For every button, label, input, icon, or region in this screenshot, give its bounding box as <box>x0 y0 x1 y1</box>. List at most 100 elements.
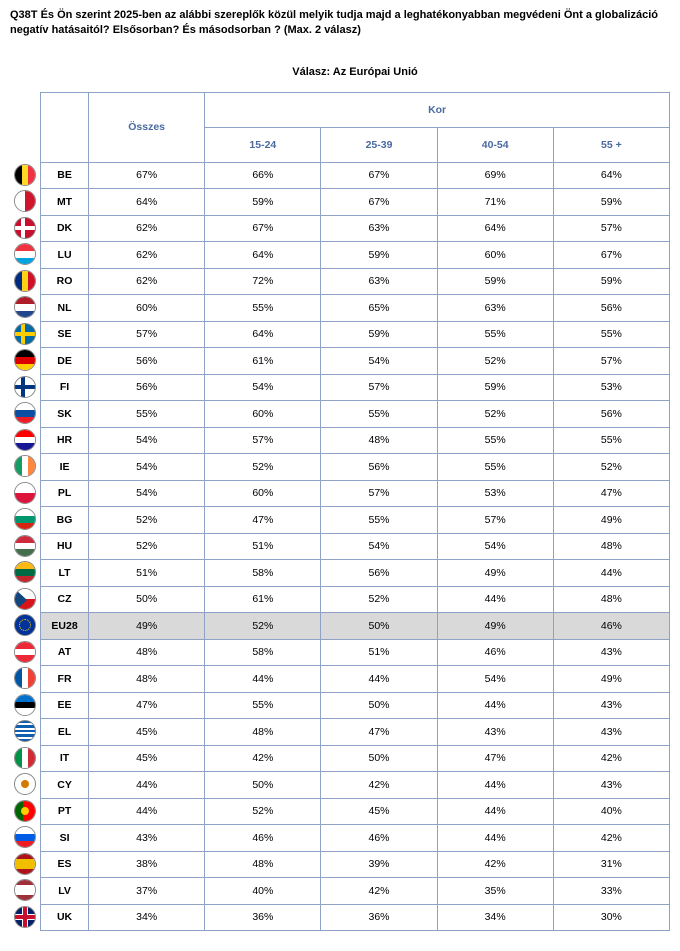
data-cell: 55% <box>437 427 553 454</box>
data-cell: 36% <box>205 904 321 931</box>
data-cell: 67% <box>321 189 437 216</box>
header-total: Összes <box>89 92 205 162</box>
data-cell: 59% <box>205 189 321 216</box>
data-cell: 44% <box>437 692 553 719</box>
data-cell: 57% <box>553 348 669 375</box>
table-row: NL60%55%65%63%56% <box>41 295 670 322</box>
table-row: CZ50%61%52%44%48% <box>41 586 670 613</box>
table-row: SK55%60%55%52%56% <box>41 401 670 428</box>
data-cell: 46% <box>321 825 437 852</box>
table-row: EL45%48%47%43%43% <box>41 719 670 746</box>
data-cell: 52% <box>205 454 321 481</box>
flag-pl <box>10 480 40 507</box>
data-cell: 59% <box>321 242 437 269</box>
data-cell: 39% <box>321 851 437 878</box>
country-code: MT <box>41 189 89 216</box>
data-cell: 30% <box>553 904 669 931</box>
country-code: PL <box>41 480 89 507</box>
country-code: RO <box>41 268 89 295</box>
table-row: UK34%36%36%34%30% <box>41 904 670 931</box>
data-cell: 54% <box>437 533 553 560</box>
data-cell: 61% <box>205 586 321 613</box>
data-cell: 55% <box>553 321 669 348</box>
data-cell: 52% <box>205 798 321 825</box>
country-code: FI <box>41 374 89 401</box>
data-cell: 52% <box>437 401 553 428</box>
data-cell: 48% <box>205 719 321 746</box>
country-code: NL <box>41 295 89 322</box>
flag-column <box>10 92 40 931</box>
data-cell: 62% <box>89 268 205 295</box>
data-cell: 59% <box>553 189 669 216</box>
country-code: HU <box>41 533 89 560</box>
data-cell: 62% <box>89 242 205 269</box>
flag-nl <box>10 294 40 321</box>
data-cell: 63% <box>321 215 437 242</box>
data-cell: 56% <box>321 560 437 587</box>
table-row: AT48%58%51%46%43% <box>41 639 670 666</box>
data-cell: 48% <box>321 427 437 454</box>
table-row: ES38%48%39%42%31% <box>41 851 670 878</box>
flag-de <box>10 347 40 374</box>
data-cell: 48% <box>553 533 669 560</box>
flag-ie <box>10 453 40 480</box>
flag-ee <box>10 692 40 719</box>
data-cell: 57% <box>89 321 205 348</box>
data-cell: 56% <box>553 401 669 428</box>
country-code: EL <box>41 719 89 746</box>
data-cell: 55% <box>321 401 437 428</box>
data-cell: 42% <box>205 745 321 772</box>
data-cell: 42% <box>553 745 669 772</box>
country-code: CY <box>41 772 89 799</box>
data-cell: 52% <box>89 507 205 534</box>
data-cell: 59% <box>321 321 437 348</box>
data-cell: 54% <box>89 427 205 454</box>
data-cell: 45% <box>321 798 437 825</box>
data-cell: 49% <box>89 613 205 640</box>
country-code: EU28 <box>41 613 89 640</box>
table-row: FR48%44%44%54%49% <box>41 666 670 693</box>
data-cell: 37% <box>89 878 205 905</box>
data-cell: 43% <box>553 692 669 719</box>
data-cell: 51% <box>321 639 437 666</box>
data-cell: 50% <box>205 772 321 799</box>
country-code: CZ <box>41 586 89 613</box>
data-cell: 55% <box>437 321 553 348</box>
country-code: AT <box>41 639 89 666</box>
data-cell: 53% <box>437 480 553 507</box>
country-code: SI <box>41 825 89 852</box>
table-row: EU2849%52%50%49%46% <box>41 613 670 640</box>
data-cell: 53% <box>553 374 669 401</box>
data-cell: 64% <box>205 321 321 348</box>
data-cell: 44% <box>205 666 321 693</box>
data-cell: 65% <box>321 295 437 322</box>
table-row: IE54%52%56%55%52% <box>41 454 670 481</box>
data-cell: 61% <box>205 348 321 375</box>
data-cell: 58% <box>205 560 321 587</box>
data-cell: 44% <box>89 772 205 799</box>
country-code: IE <box>41 454 89 481</box>
country-code: IT <box>41 745 89 772</box>
data-cell: 49% <box>437 613 553 640</box>
data-cell: 47% <box>321 719 437 746</box>
data-cell: 33% <box>553 878 669 905</box>
question-text: Q38T És Ön szerint 2025-ben az alábbi sz… <box>10 8 670 38</box>
data-cell: 48% <box>553 586 669 613</box>
data-cell: 57% <box>205 427 321 454</box>
data-cell: 52% <box>321 586 437 613</box>
header-group: Kor <box>205 92 670 127</box>
data-cell: 42% <box>321 772 437 799</box>
data-cell: 52% <box>437 348 553 375</box>
data-cell: 44% <box>437 772 553 799</box>
data-cell: 56% <box>321 454 437 481</box>
data-cell: 52% <box>89 533 205 560</box>
flag-ro <box>10 268 40 295</box>
header-age-col: 40-54 <box>437 127 553 162</box>
data-cell: 44% <box>321 666 437 693</box>
data-table: Összes Kor 15-2425-3940-5455 + BE67%66%6… <box>40 92 670 932</box>
country-code: LV <box>41 878 89 905</box>
data-cell: 63% <box>437 295 553 322</box>
table-row: HU52%51%54%54%48% <box>41 533 670 560</box>
data-cell: 54% <box>437 666 553 693</box>
flag-bg <box>10 506 40 533</box>
